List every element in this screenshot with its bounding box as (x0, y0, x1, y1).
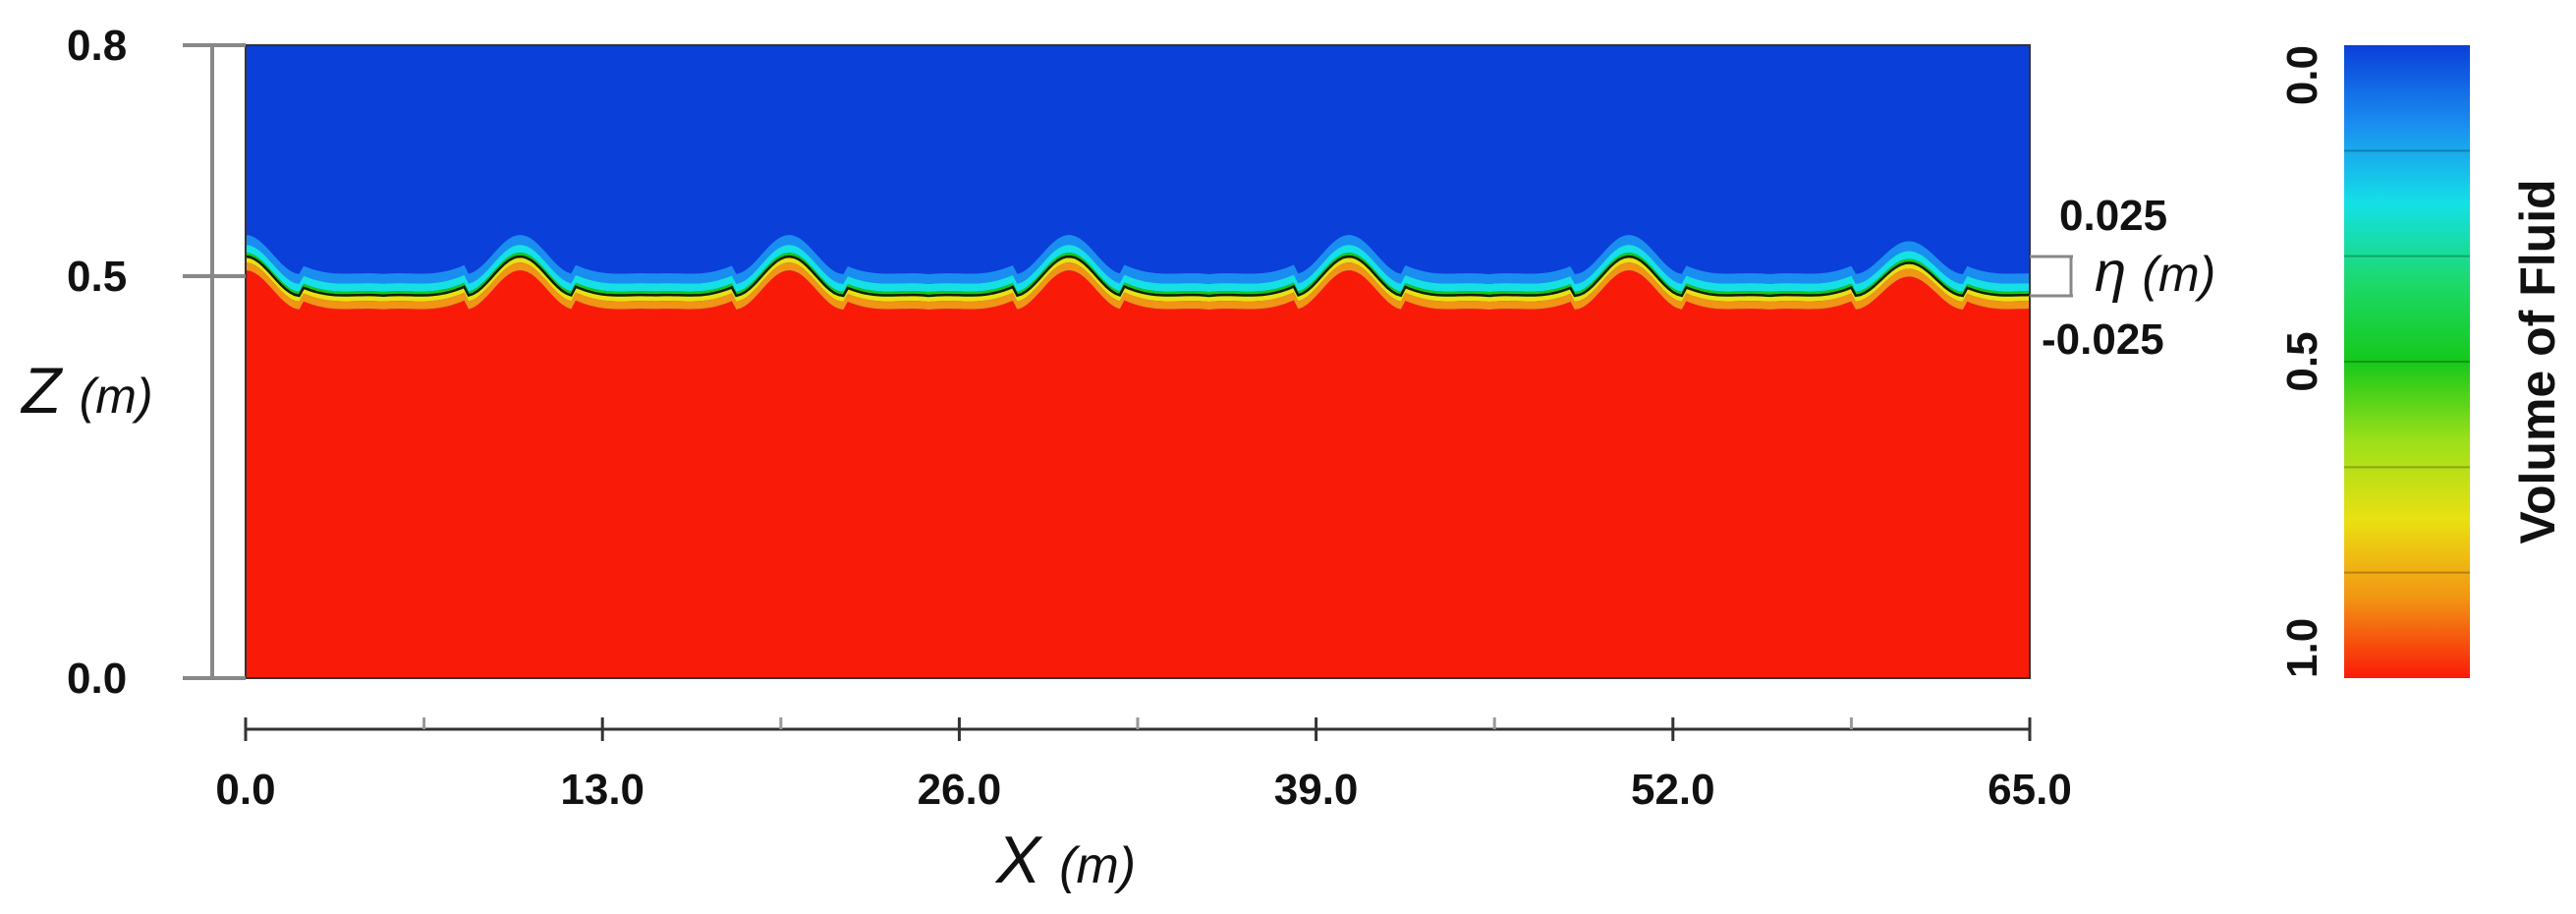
x-tick-label: 26.0 (918, 766, 1002, 814)
z-tick-label: 0.5 (67, 253, 127, 301)
surface-band-yellow (246, 257, 2030, 302)
colorbar-tick-label: 0.5 (2278, 331, 2326, 391)
x-tick-label: 52.0 (1631, 766, 1715, 814)
colorbar-tick-label: 0.0 (2278, 45, 2326, 105)
colorbar: 0.0 0.5 1.0 (2278, 45, 2470, 678)
free-surface-line (245, 255, 2031, 298)
z-tick-label: 0.0 (67, 655, 127, 703)
x-tick-label: 39.0 (1274, 766, 1359, 814)
x-tick-label: 13.0 (560, 766, 644, 814)
z-label-unit: (m) (80, 369, 153, 424)
plot-border (245, 44, 2031, 679)
z-axis: 0.0 0.5 0.8 (67, 22, 246, 703)
eta-axis-label: η (m) (2095, 240, 2215, 304)
eta-tick-label-bottom: -0.025 (2042, 315, 2164, 364)
eta-label-unit: (m) (2142, 247, 2215, 302)
z-axis-label: Z (m) (20, 354, 153, 427)
surface-band-green (246, 253, 2030, 296)
vof-field-plot (245, 44, 2031, 679)
x-axis-label: X (m) (994, 823, 1136, 897)
x-label-unit: (m) (1059, 837, 1136, 894)
eta-label-symbol: η (2095, 240, 2142, 304)
colorbar-title: Volume of Fluid (2510, 179, 2565, 543)
x-label-symbol: X (994, 823, 1059, 897)
water-region (246, 270, 2030, 678)
colorbar-gradient (2344, 45, 2470, 678)
surface-band-orange (246, 262, 2030, 310)
colorbar-tick-label: 1.0 (2278, 618, 2326, 678)
x-axis: 0.0 13.0 26.0 39.0 52.0 65.0 (215, 717, 2072, 814)
z-tick-label: 0.8 (67, 22, 127, 70)
eta-tick-label-top: 0.025 (2059, 192, 2167, 240)
z-label-symbol: Z (20, 354, 80, 427)
x-tick-label: 0.0 (215, 766, 275, 814)
surface-band-light-blue (246, 235, 2030, 284)
x-tick-label: 65.0 (1988, 766, 2072, 814)
eta-axis: 0.025 -0.025 (2030, 192, 2167, 364)
surface-band-cyan (246, 245, 2030, 292)
